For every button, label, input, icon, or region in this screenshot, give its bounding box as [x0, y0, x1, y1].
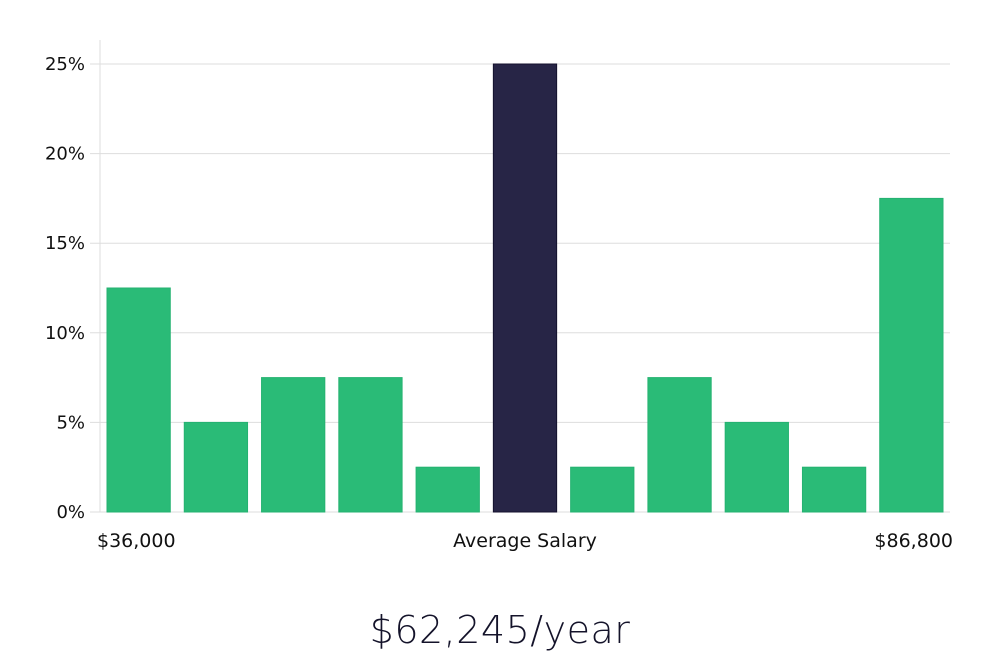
bar-average	[492, 63, 558, 513]
bar	[338, 377, 403, 513]
histogram-chart: 0%5%10%15%20%25% $36,000 Average Salary …	[45, 40, 953, 552]
bar	[183, 421, 249, 513]
bar	[570, 466, 635, 513]
y-tick-label: 10%	[45, 323, 85, 344]
bar	[647, 377, 712, 513]
bar	[801, 466, 867, 513]
y-tick-label: 25%	[45, 54, 85, 75]
x-label-average: Average Salary	[453, 530, 597, 552]
y-tick-label: 5%	[56, 412, 85, 433]
y-tick-label: 15%	[45, 233, 85, 254]
bar	[106, 287, 171, 513]
bar	[415, 466, 480, 513]
bars	[106, 63, 944, 513]
x-label-max: $86,800	[874, 530, 953, 552]
y-axis-ticks: 0% 5% 10% 15% 20% 25%	[45, 54, 85, 523]
x-label-min: $36,000	[97, 530, 176, 552]
y-tick-label: 0%	[56, 502, 85, 523]
bar	[261, 377, 326, 513]
bar	[724, 421, 789, 513]
bar	[879, 197, 944, 513]
average-salary-value: $62,245/year	[369, 608, 631, 652]
y-tick-label: 20%	[45, 144, 85, 165]
